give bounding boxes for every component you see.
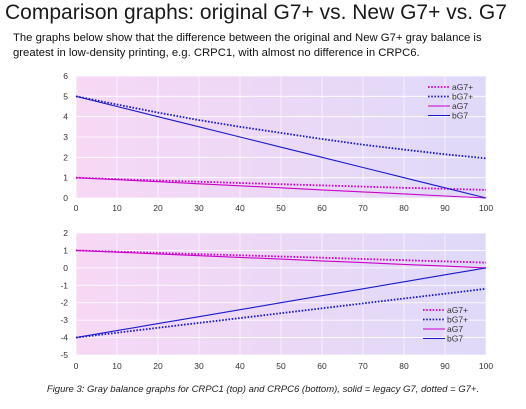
x-tick-label: 90 (440, 361, 450, 371)
x-tick-label: 80 (399, 203, 409, 213)
x-tick-label: 20 (153, 361, 163, 371)
series-line-ag7-plus (75, 249, 487, 264)
x-tick-label: 0 (74, 361, 79, 371)
x-tick-label: 70 (358, 203, 368, 213)
y-tick-label: 6 (63, 71, 68, 81)
x-tick-label: 60 (317, 361, 327, 371)
y-tick-label: -2 (60, 298, 68, 308)
y-tick-label: 1 (63, 245, 68, 255)
x-tick-label: 20 (153, 203, 163, 213)
legend-entry: aG7+ (447, 305, 468, 315)
series-line-bg7-plus (75, 95, 487, 160)
y-tick-label: 2 (63, 152, 68, 162)
x-tick-label: 70 (358, 361, 368, 371)
x-tick-label: 30 (194, 203, 204, 213)
x-tick-label: 60 (317, 203, 327, 213)
figure-caption: Figure 3: Gray balance graphs for CRPC1 … (46, 384, 480, 395)
x-tick-label: 10 (112, 203, 122, 213)
y-tick-label: 4 (63, 112, 68, 122)
legend-entry: aG7 (452, 101, 468, 111)
y-tick-label: -5 (60, 350, 68, 360)
legend-entry: bG7+ (447, 315, 468, 325)
y-tick-label: 5 (63, 91, 68, 101)
y-tick-label: -3 (60, 315, 68, 325)
x-tick-label: 90 (440, 203, 450, 213)
y-tick-label: 2 (63, 228, 68, 238)
y-tick-label: 3 (63, 132, 68, 142)
page-title: Comparison graphs: original G7+ vs. New … (5, 1, 507, 24)
y-tick-label: 1 (63, 173, 68, 183)
x-tick-label: 10 (112, 361, 122, 371)
x-tick-label: 40 (235, 361, 245, 371)
legend-entry: bG7+ (452, 92, 473, 102)
legend-entry: aG7+ (452, 82, 473, 92)
x-tick-label: 50 (276, 361, 286, 371)
y-tick-label: -4 (60, 333, 68, 343)
series-line-ag7 (75, 177, 487, 199)
x-tick-label: 80 (399, 361, 409, 371)
chart-bottom-crpc6: 210-1-2-3-4-50 10 20 30 40 50 60 70 80 90 100aG7+b… (60, 228, 493, 371)
x-tick-label: 30 (194, 361, 204, 371)
x-tick-label: 40 (235, 203, 245, 213)
legend-entry: bG7 (452, 111, 468, 121)
x-tick-label: 0 (74, 203, 79, 213)
page-subtitle: The graphs below show that the differenc… (13, 32, 482, 59)
x-tick-label: 50 (276, 203, 286, 213)
legend-entry: aG7 (447, 324, 463, 334)
series-line-ag7 (75, 249, 487, 269)
legend-entry: bG7 (447, 334, 463, 344)
series-line-bg7 (75, 95, 487, 199)
y-tick-label: 0 (63, 193, 68, 203)
x-tick-label: 100 (479, 361, 493, 371)
series-line-ag7-plus (75, 176, 487, 191)
y-tick-label: -1 (60, 280, 68, 290)
x-tick-label: 100 (479, 203, 493, 213)
y-tick-label: 0 (63, 263, 68, 273)
series-line-bg7 (75, 267, 487, 339)
